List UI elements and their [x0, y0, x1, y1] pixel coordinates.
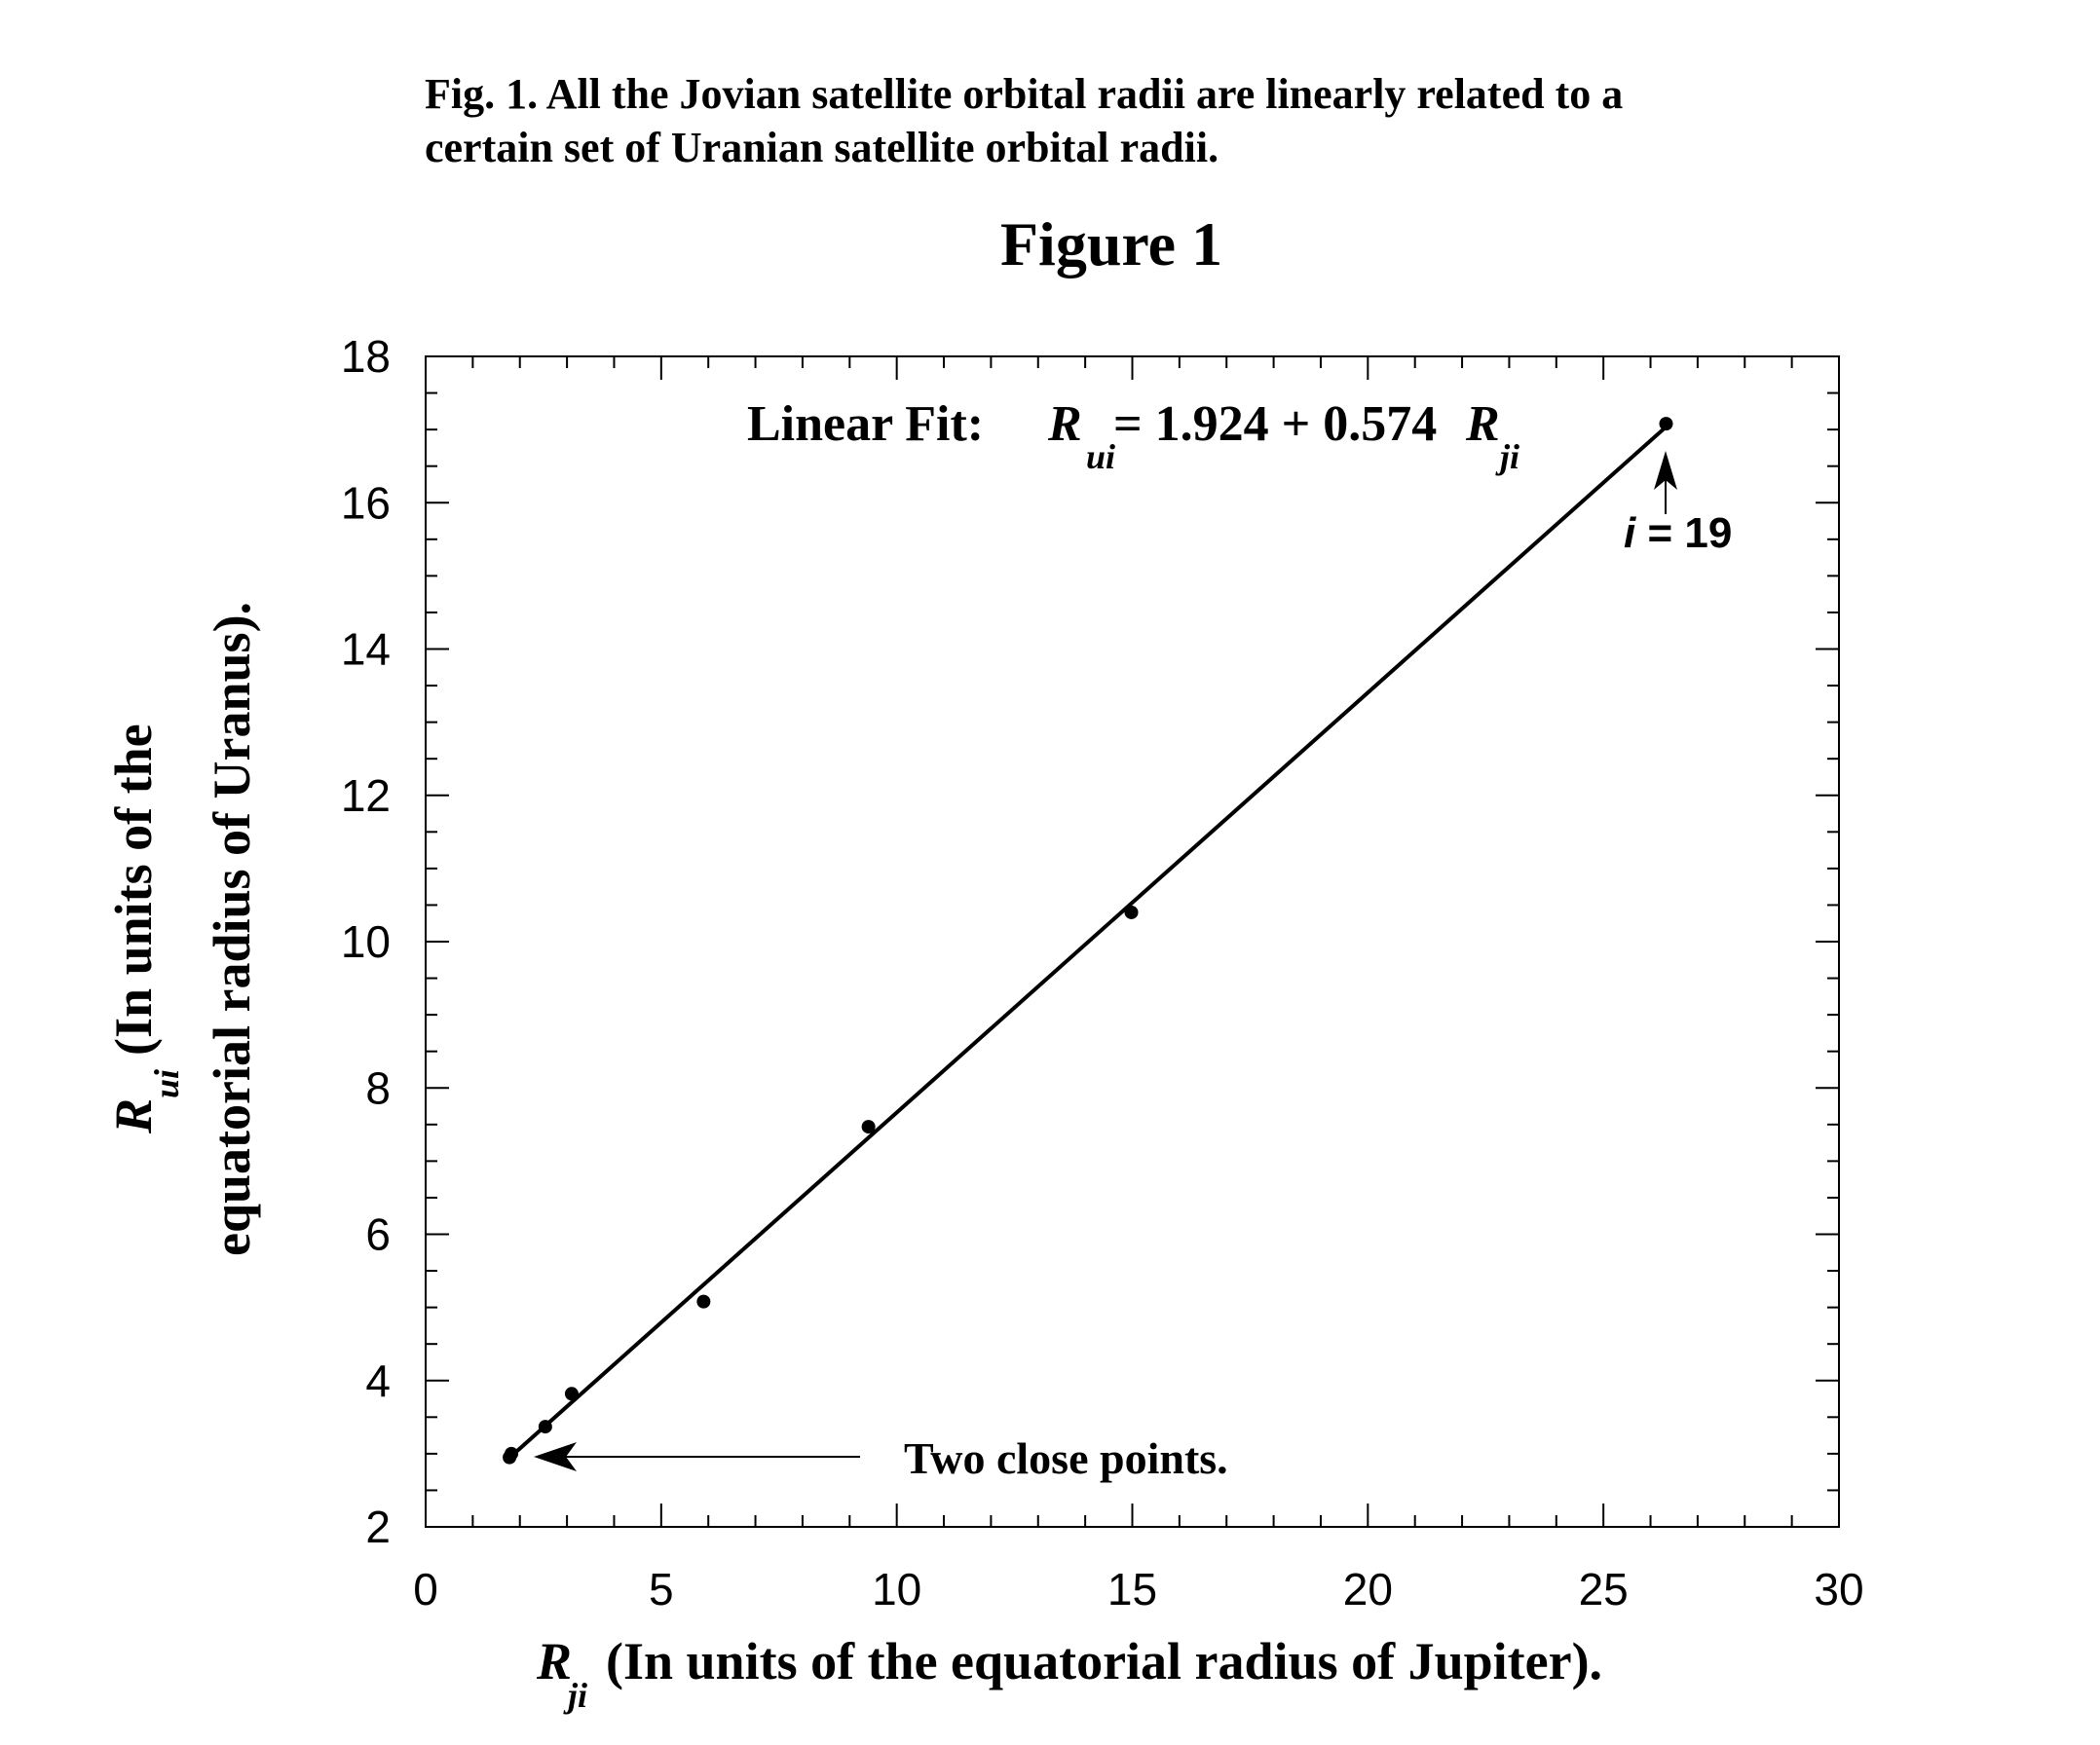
y-tick-label: 4: [365, 1355, 391, 1406]
y-tick-label: 18: [341, 331, 391, 382]
x-axis-label-subscript: ji: [563, 1676, 587, 1715]
y-tick-label: 6: [365, 1209, 391, 1260]
y-tick-label: 12: [341, 770, 391, 821]
data-point: [861, 1120, 876, 1134]
y-axis-label: Rui (In units of the equatorial radius of…: [104, 602, 261, 1256]
x-tick-label: 0: [413, 1564, 438, 1615]
y-tick-label: 2: [365, 1502, 391, 1552]
caption-line-1: Fig. 1. All the Jovian satellite orbital…: [425, 70, 1623, 118]
y-axis-label-line1-text: (In units of the: [104, 724, 163, 1056]
fit-label-mid: = 1.924 + 0.574: [1113, 396, 1437, 452]
y-tick-label: 8: [365, 1062, 391, 1113]
data-point: [538, 1420, 552, 1434]
fit-equation: Linear Fit: R ui = 1.924 + 0.574 R ji: [747, 396, 1519, 476]
last-point-arrowhead: [1654, 451, 1677, 490]
close-points-annotation: Two close points.: [534, 1433, 1228, 1483]
x-tick-label: 30: [1814, 1564, 1863, 1615]
data-points: [503, 417, 1673, 1465]
close-points-label: Two close points.: [904, 1433, 1228, 1483]
last-point-label: i = 19: [1624, 509, 1732, 557]
chart-title: Figure 1: [1000, 209, 1222, 278]
x-tick-label: 5: [649, 1564, 674, 1615]
fit-line: [507, 425, 1669, 1460]
close-points-arrowhead: [534, 1442, 577, 1471]
x-axis-label-text: (In units of the equatorial radius of Ju…: [606, 1632, 1602, 1690]
y-axis-label-symbol: R: [104, 1098, 163, 1134]
fit-label-rhs-sub: ji: [1495, 437, 1519, 476]
data-point: [1124, 905, 1139, 919]
last-point-annotation: i = 19: [1624, 451, 1732, 557]
data-point: [564, 1387, 579, 1401]
last-point-label-i: i: [1624, 509, 1636, 557]
data-point: [696, 1294, 711, 1309]
fit-label-rhs: R: [1465, 396, 1500, 452]
y-tick-label: 14: [341, 624, 391, 675]
axis-ticks: [425, 355, 1840, 1528]
y-axis-label-line1: Rui (In units of the: [104, 724, 186, 1134]
y-tick-label: 10: [341, 916, 391, 967]
fit-label-lhs: R: [1047, 396, 1082, 452]
x-tick-label: 25: [1579, 1564, 1629, 1615]
x-tick-label: 20: [1343, 1564, 1393, 1615]
axis-tick-labels: 0 5 10 15 20 25 30 2 4 6 8 10 12 14 16 18: [341, 331, 1864, 1615]
x-axis-label: R ji (In units of the equatorial radius …: [536, 1632, 1602, 1715]
data-point: [505, 1446, 519, 1461]
caption-line-2: certain set of Uranian satellite orbital…: [425, 124, 1219, 171]
fit-label-lhs-sub: ui: [1086, 437, 1115, 476]
y-axis-label-line2: equatorial radius of Uranus).: [203, 602, 261, 1256]
y-axis-label-subscript: ui: [147, 1069, 186, 1098]
x-tick-label: 15: [1107, 1564, 1157, 1615]
last-point-label-rest: = 19: [1635, 509, 1732, 557]
x-axis-label-symbol: R: [536, 1632, 572, 1690]
y-tick-label: 16: [341, 477, 391, 528]
data-point: [1659, 417, 1673, 431]
fit-label-prefix: Linear Fit:: [747, 396, 984, 452]
x-tick-label: 10: [872, 1564, 921, 1615]
